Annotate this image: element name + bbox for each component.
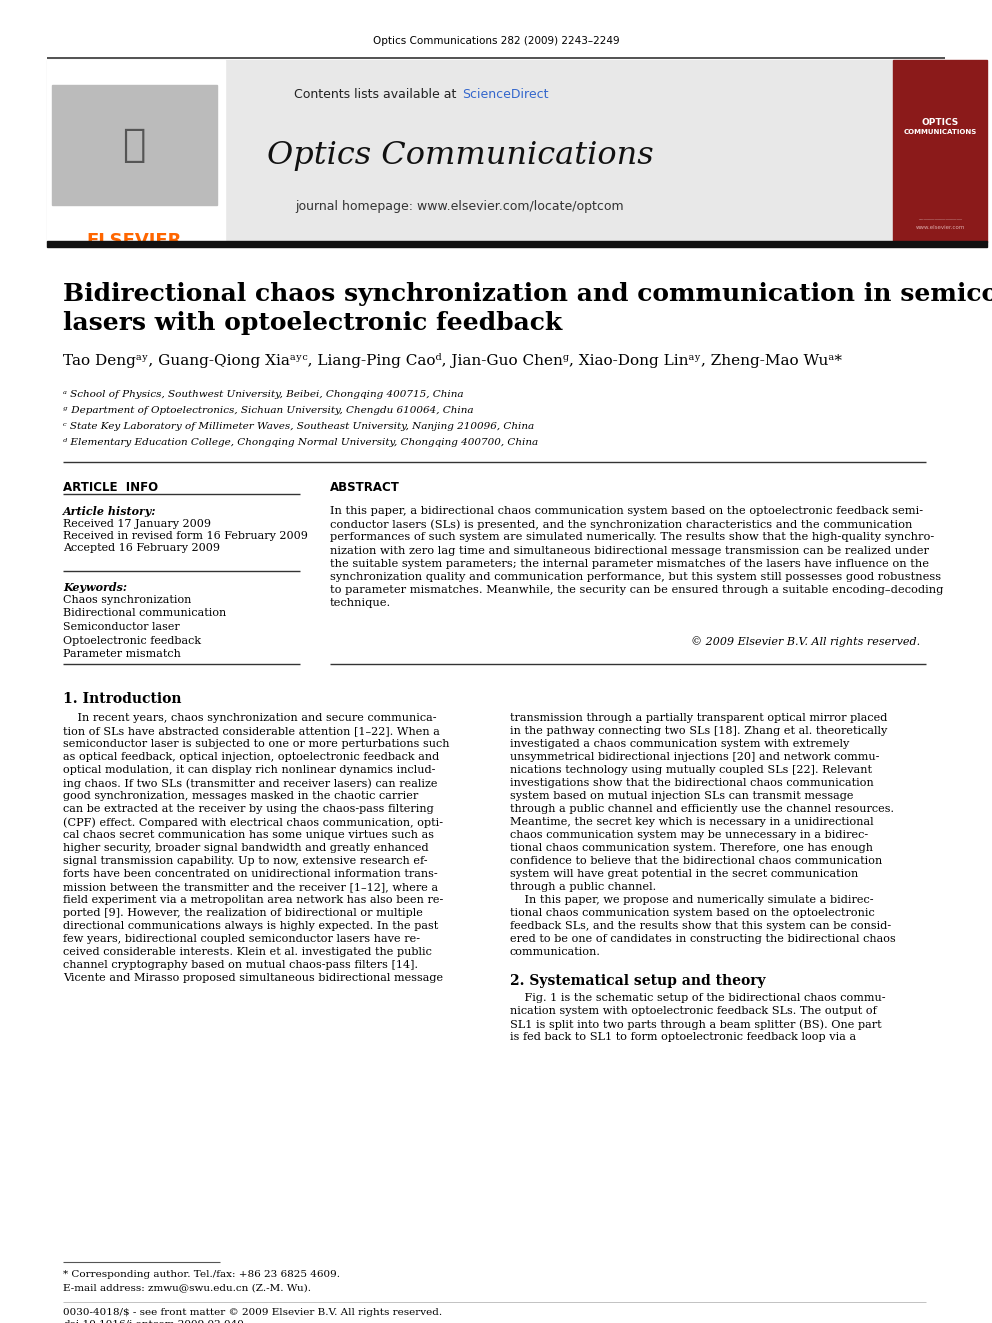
Text: 2. Systematical setup and theory: 2. Systematical setup and theory <box>510 974 766 988</box>
Text: can be extracted at the receiver by using the chaos-pass filtering: can be extracted at the receiver by usin… <box>63 804 434 814</box>
Text: Vicente and Mirasso proposed simultaneous bidirectional message: Vicente and Mirasso proposed simultaneou… <box>63 972 443 983</box>
Text: www.elsevier.com: www.elsevier.com <box>916 225 964 230</box>
Bar <box>52 85 217 205</box>
Bar <box>893 60 987 242</box>
Text: nications technology using mutually coupled SLs [22]. Relevant: nications technology using mutually coup… <box>510 765 872 775</box>
Text: in the pathway connecting two SLs [18]. Zhang et al. theoretically: in the pathway connecting two SLs [18]. … <box>510 726 888 736</box>
Text: investigated a chaos communication system with extremely: investigated a chaos communication syste… <box>510 740 849 749</box>
Text: 1. Introduction: 1. Introduction <box>63 692 182 706</box>
Text: tion of SLs have abstracted considerable attention [1–22]. When a: tion of SLs have abstracted considerable… <box>63 726 439 736</box>
Text: Optics Communications 282 (2009) 2243–2249: Optics Communications 282 (2009) 2243–22… <box>373 36 619 46</box>
Text: directional communications always is highly expected. In the past: directional communications always is hig… <box>63 921 438 931</box>
Text: Article history:: Article history: <box>63 505 157 517</box>
Text: doi:10.1016/j.optcom.2009.02.040: doi:10.1016/j.optcom.2009.02.040 <box>63 1320 244 1323</box>
Text: ELSEVIER: ELSEVIER <box>86 232 182 250</box>
Text: 🌳: 🌳 <box>122 126 146 164</box>
Text: Contents lists available at: Contents lists available at <box>294 89 460 101</box>
Text: ceived considerable interests. Klein et al. investigated the public: ceived considerable interests. Klein et … <box>63 947 432 957</box>
Text: system will have great potential in the secret communication: system will have great potential in the … <box>510 869 858 878</box>
Bar <box>47 60 942 242</box>
Text: field experiment via a metropolitan area network has also been re-: field experiment via a metropolitan area… <box>63 894 443 905</box>
Text: Chaos synchronization: Chaos synchronization <box>63 595 191 605</box>
Text: is fed back to SL1 to form optoelectronic feedback loop via a: is fed back to SL1 to form optoelectroni… <box>510 1032 856 1043</box>
Text: investigations show that the bidirectional chaos communication: investigations show that the bidirection… <box>510 778 874 789</box>
Text: ________________: ________________ <box>918 216 962 220</box>
Text: Bidirectional chaos synchronization and communication in semiconductor
lasers wi: Bidirectional chaos synchronization and … <box>63 282 992 335</box>
Text: (CPF) effect. Compared with electrical chaos communication, opti-: (CPF) effect. Compared with electrical c… <box>63 818 443 828</box>
Bar <box>47 241 987 247</box>
Text: ᶢ Department of Optoelectronics, Sichuan University, Chengdu 610064, China: ᶢ Department of Optoelectronics, Sichuan… <box>63 406 473 415</box>
Text: Parameter mismatch: Parameter mismatch <box>63 650 181 659</box>
Text: signal transmission capability. Up to now, extensive research ef-: signal transmission capability. Up to no… <box>63 856 428 867</box>
Text: chaos communication system may be unnecessary in a bidirec-: chaos communication system may be unnece… <box>510 830 868 840</box>
Text: as optical feedback, optical injection, optoelectronic feedback and: as optical feedback, optical injection, … <box>63 751 439 762</box>
Text: ABSTRACT: ABSTRACT <box>330 482 400 493</box>
Text: technique.: technique. <box>330 598 391 609</box>
Text: Received in revised form 16 February 2009: Received in revised form 16 February 200… <box>63 531 308 541</box>
Text: ScienceDirect: ScienceDirect <box>462 89 549 101</box>
Text: confidence to believe that the bidirectional chaos communication: confidence to believe that the bidirecti… <box>510 856 882 867</box>
Text: few years, bidirectional coupled semiconductor lasers have re-: few years, bidirectional coupled semicon… <box>63 934 420 945</box>
Text: semiconductor laser is subjected to one or more perturbations such: semiconductor laser is subjected to one … <box>63 740 449 749</box>
Text: tional chaos communication system. Therefore, one has enough: tional chaos communication system. There… <box>510 843 873 853</box>
Text: nication system with optoelectronic feedback SLs. The output of: nication system with optoelectronic feed… <box>510 1005 877 1016</box>
Text: * Corresponding author. Tel./fax: +86 23 6825 4609.: * Corresponding author. Tel./fax: +86 23… <box>63 1270 340 1279</box>
Text: tional chaos communication system based on the optoelectronic: tional chaos communication system based … <box>510 908 875 918</box>
Text: to parameter mismatches. Meanwhile, the security can be ensured through a suitab: to parameter mismatches. Meanwhile, the … <box>330 585 943 595</box>
Bar <box>47 60 225 242</box>
Text: ported [9]. However, the realization of bidirectional or multiple: ported [9]. However, the realization of … <box>63 908 423 918</box>
Text: through a public channel and efficiently use the channel resources.: through a public channel and efficiently… <box>510 804 894 814</box>
Text: forts have been concentrated on unidirectional information trans-: forts have been concentrated on unidirec… <box>63 869 437 878</box>
Text: synchronization quality and communication performance, but this system still pos: synchronization quality and communicatio… <box>330 572 941 582</box>
Text: In this paper, a bidirectional chaos communication system based on the optoelect: In this paper, a bidirectional chaos com… <box>330 505 924 516</box>
Text: optical modulation, it can display rich nonlinear dynamics includ-: optical modulation, it can display rich … <box>63 765 435 775</box>
Text: ing chaos. If two SLs (transmitter and receiver lasers) can realize: ing chaos. If two SLs (transmitter and r… <box>63 778 437 789</box>
Text: ered to be one of candidates in constructing the bidirectional chaos: ered to be one of candidates in construc… <box>510 934 896 945</box>
Text: In recent years, chaos synchronization and secure communica-: In recent years, chaos synchronization a… <box>63 713 436 722</box>
Text: cal chaos secret communication has some unique virtues such as: cal chaos secret communication has some … <box>63 830 434 840</box>
Text: good synchronization, messages masked in the chaotic carrier: good synchronization, messages masked in… <box>63 791 419 800</box>
Text: feedback SLs, and the results show that this system can be consid-: feedback SLs, and the results show that … <box>510 921 891 931</box>
Text: ᵃ School of Physics, Southwest University, Beibei, Chongqing 400715, China: ᵃ School of Physics, Southwest Universit… <box>63 390 463 400</box>
Text: unsymmetrical bidirectional injections [20] and network commu-: unsymmetrical bidirectional injections [… <box>510 751 879 762</box>
Text: through a public channel.: through a public channel. <box>510 882 656 892</box>
Text: SL1 is split into two parts through a beam splitter (BS). One part: SL1 is split into two parts through a be… <box>510 1019 882 1029</box>
Text: Optoelectronic feedback: Optoelectronic feedback <box>63 635 201 646</box>
Text: communication.: communication. <box>510 947 601 957</box>
Text: OPTICS: OPTICS <box>922 118 958 127</box>
Text: © 2009 Elsevier B.V. All rights reserved.: © 2009 Elsevier B.V. All rights reserved… <box>690 636 920 647</box>
Text: higher security, broader signal bandwidth and greatly enhanced: higher security, broader signal bandwidt… <box>63 843 429 853</box>
Text: channel cryptography based on mutual chaos-pass filters [14].: channel cryptography based on mutual cha… <box>63 960 418 970</box>
Text: Received 17 January 2009: Received 17 January 2009 <box>63 519 211 529</box>
Text: ARTICLE  INFO: ARTICLE INFO <box>63 482 158 493</box>
Text: ᶜ State Key Laboratory of Millimeter Waves, Southeast University, Nanjing 210096: ᶜ State Key Laboratory of Millimeter Wav… <box>63 422 534 431</box>
Text: system based on mutual injection SLs can transmit message: system based on mutual injection SLs can… <box>510 791 853 800</box>
Text: E-mail address: zmwu@swu.edu.cn (Z.-M. Wu).: E-mail address: zmwu@swu.edu.cn (Z.-M. W… <box>63 1283 311 1293</box>
Text: Tao Dengᵃʸ, Guang-Qiong Xiaᵃʸᶜ, Liang-Ping Caoᵈ, Jian-Guo Chenᶢ, Xiao-Dong Linᵃʸ: Tao Dengᵃʸ, Guang-Qiong Xiaᵃʸᶜ, Liang-Pi… <box>63 353 842 368</box>
Text: 0030-4018/$ - see front matter © 2009 Elsevier B.V. All rights reserved.: 0030-4018/$ - see front matter © 2009 El… <box>63 1308 442 1316</box>
Text: COMMUNICATIONS: COMMUNICATIONS <box>904 130 977 135</box>
Text: Meantime, the secret key which is necessary in a unidirectional: Meantime, the secret key which is necess… <box>510 818 874 827</box>
Text: In this paper, we propose and numerically simulate a bidirec-: In this paper, we propose and numericall… <box>510 894 874 905</box>
Text: Semiconductor laser: Semiconductor laser <box>63 622 180 632</box>
Text: journal homepage: www.elsevier.com/locate/optcom: journal homepage: www.elsevier.com/locat… <box>296 200 624 213</box>
Text: nization with zero lag time and simultaneous bidirectional message transmission : nization with zero lag time and simultan… <box>330 545 929 556</box>
Text: conductor lasers (SLs) is presented, and the synchronization characteristics and: conductor lasers (SLs) is presented, and… <box>330 519 913 529</box>
Text: Bidirectional communication: Bidirectional communication <box>63 609 226 618</box>
Text: performances of such system are simulated numerically. The results show that the: performances of such system are simulate… <box>330 532 934 542</box>
Text: Fig. 1 is the schematic setup of the bidirectional chaos commu-: Fig. 1 is the schematic setup of the bid… <box>510 994 886 1003</box>
Text: Accepted 16 February 2009: Accepted 16 February 2009 <box>63 542 220 553</box>
Text: Keywords:: Keywords: <box>63 582 127 593</box>
Text: mission between the transmitter and the receiver [1–12], where a: mission between the transmitter and the … <box>63 882 438 892</box>
Text: the suitable system parameters; the internal parameter mismatches of the lasers : the suitable system parameters; the inte… <box>330 558 929 569</box>
Text: Optics Communications: Optics Communications <box>267 140 654 171</box>
Text: transmission through a partially transparent optical mirror placed: transmission through a partially transpa… <box>510 713 888 722</box>
Text: ᵈ Elementary Education College, Chongqing Normal University, Chongqing 400700, C: ᵈ Elementary Education College, Chongqin… <box>63 438 538 447</box>
